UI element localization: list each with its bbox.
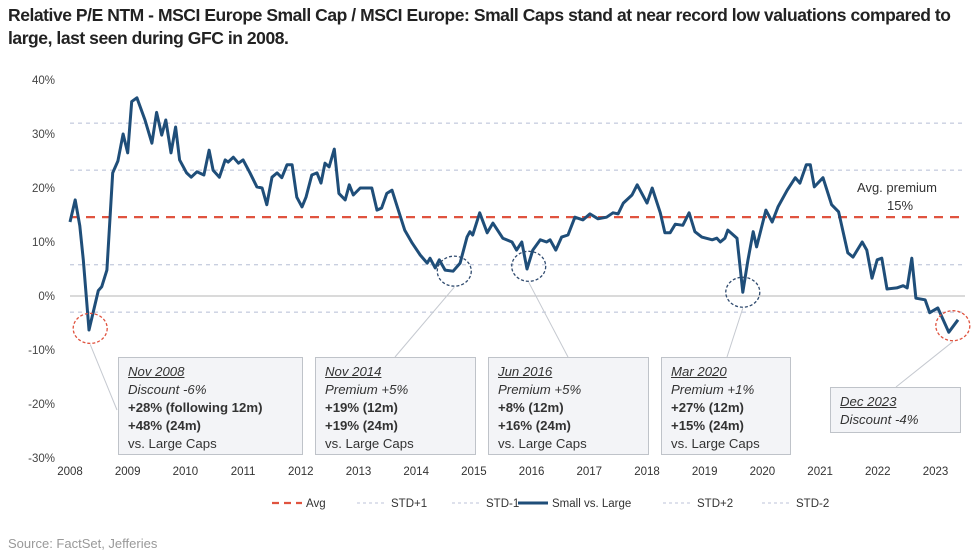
annotation-level: Premium +1% bbox=[671, 382, 755, 397]
annotation-level: Premium +5% bbox=[498, 382, 582, 397]
series-line-small-vs-large bbox=[68, 96, 960, 334]
annotation-date: Dec 2023 bbox=[840, 394, 897, 409]
annotation-24m: +16% (24m) bbox=[498, 418, 571, 433]
x-tick-label: 2020 bbox=[750, 466, 776, 478]
annotation-level: Discount -4% bbox=[840, 412, 919, 427]
x-tick-label: 2021 bbox=[807, 466, 833, 478]
y-tick-label: 40% bbox=[32, 75, 55, 87]
x-tick-label: 2016 bbox=[519, 466, 545, 478]
annotation-date: Nov 2014 bbox=[325, 364, 382, 379]
annotation-nov-2008: Nov 2008 Discount -6% +28% (following 12… bbox=[118, 357, 303, 455]
avg-premium-label: Avg. premium bbox=[857, 180, 937, 195]
annotation-leader-line bbox=[726, 308, 744, 358]
x-tick-label: 2017 bbox=[577, 466, 603, 478]
source-note: Source: FactSet, Jefferies bbox=[8, 536, 158, 551]
x-tick-label: 2023 bbox=[923, 466, 949, 478]
y-tick-label: 30% bbox=[32, 129, 55, 141]
annotation-level: Discount -6% bbox=[128, 382, 207, 397]
y-tick-label: -10% bbox=[28, 345, 55, 357]
legend-label: Avg bbox=[306, 498, 326, 510]
x-tick-label: 2022 bbox=[865, 466, 891, 478]
legend-label: STD+1 bbox=[391, 498, 427, 510]
annotation-leader-line bbox=[528, 282, 569, 358]
y-tick-label: -20% bbox=[28, 399, 55, 411]
annotation-mar-2020: Mar 2020 Premium +1% +27% (12m) +15% (24… bbox=[661, 357, 791, 455]
y-tick-label: 0% bbox=[38, 291, 55, 303]
highlight-circle bbox=[511, 250, 547, 282]
x-tick-label: 2008 bbox=[57, 466, 83, 478]
x-tick-label: 2009 bbox=[115, 466, 141, 478]
x-tick-label: 2015 bbox=[461, 466, 487, 478]
annotation-vs: vs. Large Caps bbox=[671, 436, 760, 451]
annotation-vs: vs. Large Caps bbox=[498, 436, 587, 451]
y-tick-label: -30% bbox=[28, 453, 55, 465]
x-tick-label: 2012 bbox=[288, 466, 314, 478]
annotation-dec-2023: Dec 2023 Discount -4% bbox=[830, 387, 961, 433]
annotation-date: Jun 2016 bbox=[498, 364, 553, 379]
legend-label: Small vs. Large bbox=[552, 498, 631, 510]
annotation-12m: +28% (following 12m) bbox=[128, 400, 263, 415]
legend-label: STD+2 bbox=[697, 498, 733, 510]
annotation-date: Nov 2008 bbox=[128, 364, 185, 379]
annotation-leader-line bbox=[394, 286, 455, 358]
legend: Avg STD+1 STD-1 Small vs. Large STD+2 STD-2 bbox=[272, 498, 829, 510]
annotation-leader-line bbox=[895, 341, 954, 388]
annotation-24m: +15% (24m) bbox=[671, 418, 744, 433]
y-tick-label: 20% bbox=[32, 183, 55, 195]
highlight-circle bbox=[935, 310, 971, 342]
annotation-jun-2016: Jun 2016 Premium +5% +8% (12m) +16% (24m… bbox=[488, 357, 649, 455]
annotation-leader-line bbox=[89, 344, 118, 411]
annotation-24m: +19% (24m) bbox=[325, 418, 398, 433]
annotation-12m: +19% (12m) bbox=[325, 400, 398, 415]
annotation-nov-2014: Nov 2014 Premium +5% +19% (12m) +19% (24… bbox=[315, 357, 476, 455]
x-tick-label: 2014 bbox=[403, 466, 429, 478]
x-tick-label: 2013 bbox=[346, 466, 372, 478]
legend-label: STD-1 bbox=[486, 498, 519, 510]
x-tick-label: 2018 bbox=[634, 466, 660, 478]
x-tick-label: 2011 bbox=[231, 466, 256, 478]
highlight-circle bbox=[436, 255, 472, 287]
legend-label: STD-2 bbox=[796, 498, 829, 510]
chart-title: Relative P/E NTM - MSCI Europe Small Cap… bbox=[8, 5, 951, 48]
y-tick-label: 10% bbox=[32, 237, 55, 249]
highlight-circle bbox=[72, 312, 108, 345]
highlight-circle bbox=[725, 276, 761, 308]
annotation-12m: +27% (12m) bbox=[671, 400, 744, 415]
annotation-vs: vs. Large Caps bbox=[325, 436, 414, 451]
annotation-12m: +8% (12m) bbox=[498, 400, 564, 415]
x-tick-label: 2010 bbox=[173, 466, 199, 478]
annotation-date: Mar 2020 bbox=[671, 364, 727, 379]
avg-premium-value: 15% bbox=[887, 198, 913, 213]
annotation-24m: +48% (24m) bbox=[128, 418, 201, 433]
annotation-vs: vs. Large Caps bbox=[128, 436, 217, 451]
x-tick-label: 2019 bbox=[692, 466, 718, 478]
annotation-level: Premium +5% bbox=[325, 382, 409, 397]
